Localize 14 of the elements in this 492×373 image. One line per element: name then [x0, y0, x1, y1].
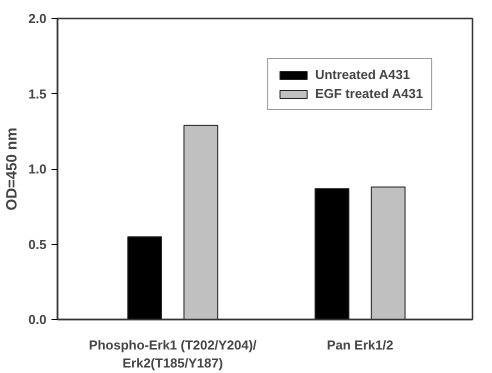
bar [314, 188, 350, 320]
bar [127, 236, 162, 320]
y-tick-label: 2.0 [28, 11, 47, 26]
x-tick-label: Phospho-Erk1 (T202/Y204)/ Erk2(T185/Y187) [88, 338, 257, 370]
y-axis-title: OD=450 nm [3, 128, 20, 210]
bar [370, 186, 406, 320]
y-tick-label: 0.0 [28, 312, 47, 327]
y-tick-label: 0.5 [28, 236, 47, 252]
y-tick-label: 1.5 [28, 86, 47, 102]
bar [183, 124, 218, 320]
legend-label: Untreated A431 [315, 67, 410, 82]
legend-label: EGF treated A431 [315, 86, 423, 101]
x-tick-label: Pan Erk1/2 [326, 338, 394, 352]
y-tick-label: 1.0 [28, 162, 47, 176]
